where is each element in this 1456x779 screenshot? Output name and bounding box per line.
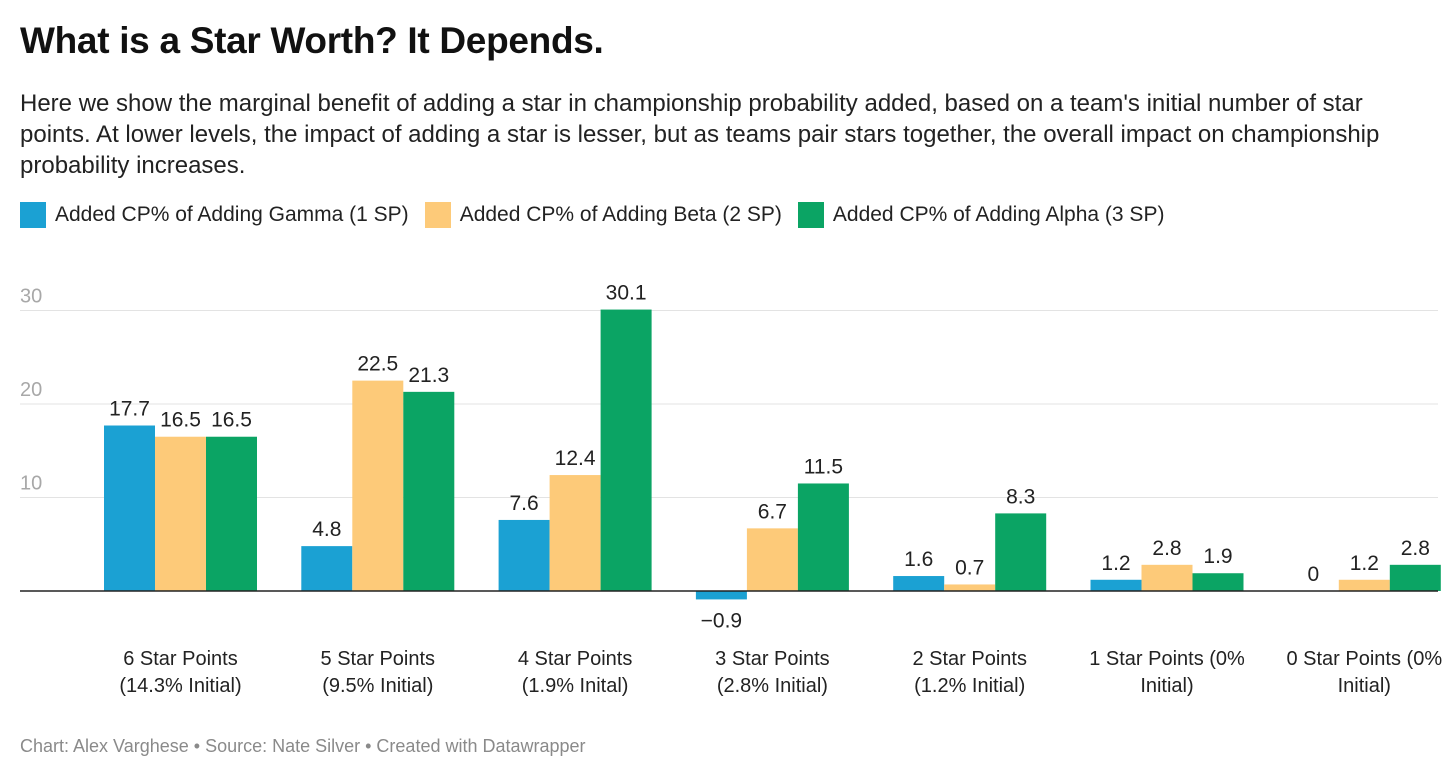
bar-5-0: [1090, 579, 1142, 591]
data-label-3-2: 11.5: [804, 455, 843, 478]
chart-footer: Chart: Alex Varghese • Source: Nate Silv…: [20, 736, 586, 756]
bar-0-2: [206, 436, 257, 591]
bar-3-0: [695, 591, 747, 600]
data-label-1-1: 22.5: [357, 353, 398, 376]
data-label-2-0: 7.6: [509, 492, 538, 515]
chart-title: What is a Star Worth? It Depends.: [20, 20, 604, 61]
data-label-6-2: 2.8: [1401, 537, 1430, 560]
chart-subtitle: Here we show the marginal benefit of add…: [20, 90, 1380, 179]
bar-4-1: [944, 584, 996, 591]
data-label-4-1: 0.7: [955, 556, 984, 579]
data-label-5-0: 1.2: [1101, 552, 1130, 575]
data-label-0-2: 16.5: [211, 409, 252, 432]
legend-item-beta: Added CP% of Adding Beta (2 SP): [424, 202, 782, 228]
bar-6-1: [1338, 579, 1390, 591]
legend-label-alpha: Added CP% of Adding Alpha (3 SP): [832, 203, 1165, 226]
bar-2-0: [498, 519, 550, 591]
bar-1-2: [403, 391, 455, 591]
bar-0-0: [104, 425, 155, 591]
data-label-5-1: 2.8: [1152, 537, 1181, 560]
x-tick-label-6-0: 0 Star Points (0%: [1286, 648, 1442, 670]
bar-2-2: [600, 309, 652, 591]
x-tick-label-6-1: Initial): [1338, 675, 1391, 697]
legend-swatch-alpha: [797, 202, 824, 228]
bar-2-1: [549, 475, 601, 591]
legend: Added CP% of Adding Gamma (1 SP) Added C…: [20, 202, 1180, 228]
data-label-0-0: 17.7: [109, 398, 150, 421]
data-label-1-2: 21.3: [408, 364, 449, 387]
x-tick-label-3-1: (2.8% Initial): [717, 675, 828, 697]
x-tick-label-5-1: Initial): [1140, 675, 1193, 697]
data-label-6-1: 1.2: [1350, 552, 1379, 575]
bar-0-1: [155, 436, 206, 591]
bar-3-1: [746, 528, 798, 591]
x-tick-label-3-0: 3 Star Points: [715, 648, 830, 670]
data-label-0-1: 16.5: [160, 409, 201, 432]
x-tick-label-5-0: 1 Star Points (0%: [1089, 648, 1245, 670]
bar-1-1: [352, 380, 404, 591]
y-tick-label-20: 20: [20, 379, 42, 401]
bar-5-1: [1141, 564, 1193, 591]
y-tick-label-10: 10: [20, 473, 42, 495]
x-tick-label-0-0: 6 Star Points: [123, 648, 238, 670]
data-label-1-0: 4.8: [312, 518, 341, 541]
bar-4-0: [893, 576, 945, 591]
data-label-2-1: 12.4: [555, 447, 596, 470]
legend-swatch-gamma: [20, 202, 46, 228]
legend-label-gamma: Added CP% of Adding Gamma (1 SP): [55, 203, 409, 226]
y-tick-label-30: 30: [20, 286, 42, 308]
x-tick-label-2-0: 4 Star Points: [518, 648, 633, 670]
x-tick-label-4-0: 2 Star Points: [912, 648, 1027, 670]
legend-label-beta: Added CP% of Adding Beta (2 SP): [459, 203, 782, 226]
x-tick-label-0-1: (14.3% Initial): [119, 675, 241, 697]
data-label-2-2: 30.1: [606, 282, 647, 305]
data-label-4-0: 1.6: [904, 548, 933, 571]
data-label-3-0: −0.9: [701, 609, 742, 632]
bar-3-2: [797, 483, 849, 591]
data-label-3-1: 6.7: [758, 500, 787, 523]
data-label-4-2: 8.3: [1006, 485, 1035, 508]
legend-item-alpha: Added CP% of Adding Alpha (3 SP): [797, 202, 1165, 228]
legend-item-gamma: Added CP% of Adding Gamma (1 SP): [20, 202, 409, 228]
x-tick-label-4-1: (1.2% Initial): [914, 675, 1025, 697]
x-tick-label-1-1: (9.5% Initial): [322, 675, 433, 697]
legend-swatch-beta: [424, 202, 451, 228]
x-tick-label-1-0: 5 Star Points: [321, 648, 436, 670]
data-label-5-2: 1.9: [1203, 545, 1232, 568]
x-tick-label-2-1: (1.9% Inital): [522, 675, 629, 697]
bar-4-2: [995, 513, 1047, 591]
bar-6-2: [1389, 564, 1441, 591]
bar-1-0: [301, 546, 353, 591]
data-label-6-0: 0: [1307, 563, 1319, 586]
bar-5-2: [1192, 573, 1244, 591]
